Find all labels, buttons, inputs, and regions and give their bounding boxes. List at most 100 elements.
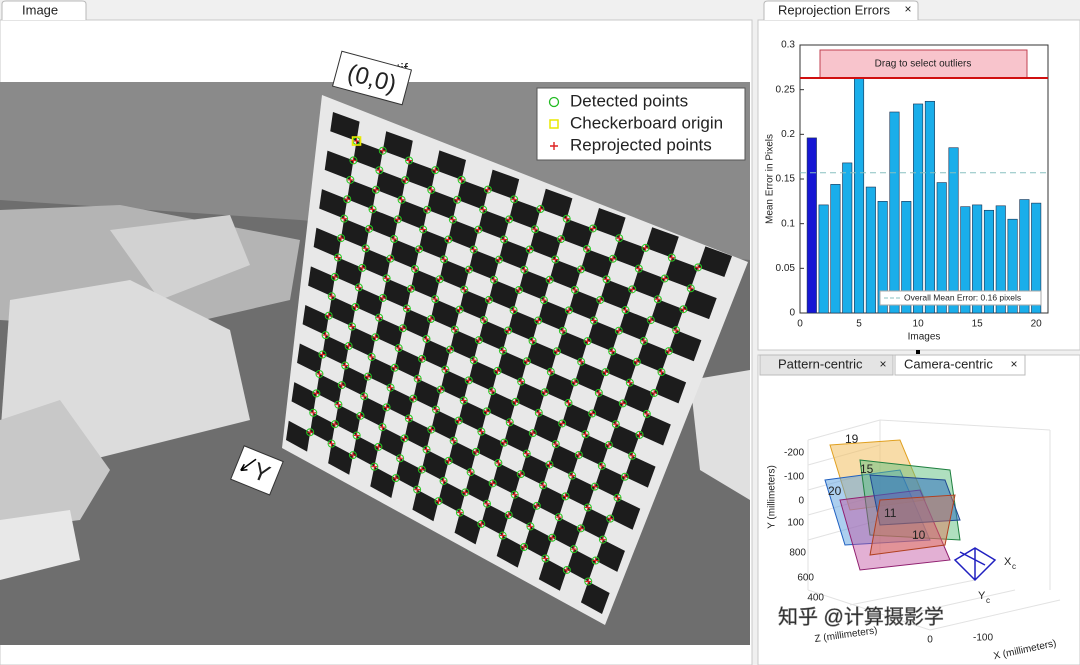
reprojected-point: [521, 266, 528, 273]
board-square: [540, 188, 573, 219]
detected-point: [531, 225, 540, 234]
detected-point: [602, 275, 611, 284]
detected-point: [554, 513, 563, 522]
splitter-handle[interactable]: [916, 350, 920, 354]
board-square: [515, 381, 545, 413]
board-square: [566, 549, 596, 582]
reprojected-point: [328, 293, 335, 300]
bar: [818, 204, 829, 314]
detected-point: [474, 336, 483, 345]
reprojected-point: [483, 408, 490, 415]
reprojected-point: [621, 473, 628, 480]
detected-point: [551, 255, 560, 264]
reprojected-point: [437, 386, 444, 393]
detected-point: [482, 499, 491, 508]
detected-point: [679, 305, 688, 314]
detected-point: [417, 465, 426, 474]
board-square: [421, 449, 449, 481]
tab-label: Camera-centric: [904, 356, 993, 371]
reprojected-point: [473, 448, 480, 455]
reprojected-point: [322, 332, 329, 339]
reprojected-point: [687, 285, 694, 292]
detected-point: [628, 285, 637, 294]
reprojected-point: [489, 480, 496, 487]
detected-point: [582, 244, 591, 253]
detected-point: [356, 411, 365, 420]
reprojected-point: [376, 167, 383, 174]
bar: [1031, 202, 1042, 314]
reprojected-point: [449, 216, 456, 223]
reprojected-point: [665, 348, 672, 355]
reprojected-point: [338, 382, 345, 389]
tab-close[interactable]: ×: [879, 357, 886, 371]
reprojected-point: [640, 337, 647, 344]
detected-point: [539, 481, 548, 490]
detected-point: [589, 316, 598, 325]
detected-point: [505, 418, 514, 427]
reprojected-point: [510, 307, 517, 314]
reprojected-point: [379, 147, 386, 154]
detected-point: [446, 345, 455, 354]
detected-point: [401, 176, 410, 185]
detected-point: [352, 431, 361, 440]
board-square: [650, 299, 684, 331]
legend-origin-icon: [549, 119, 559, 129]
detected-point: [375, 313, 384, 322]
reprojected-point: [569, 472, 576, 479]
board-square: [529, 229, 562, 260]
tab-label: Pattern-centric: [778, 356, 863, 371]
board-square: [402, 308, 431, 339]
board-square: [504, 422, 533, 454]
reprojected-point: [583, 245, 590, 252]
board-square: [580, 581, 610, 614]
image-tab[interactable]: [1, 0, 87, 20]
reprojected-point: [636, 431, 643, 438]
reprojected-point: [405, 415, 412, 422]
board-square: [556, 330, 588, 362]
detected-point: [489, 275, 498, 284]
detected-point: [598, 535, 607, 544]
detected-point: [534, 408, 543, 417]
detected-point: [330, 420, 339, 429]
reprojected-point: [494, 367, 501, 374]
detected-point: [365, 224, 374, 233]
reprojected-point: [338, 235, 345, 242]
board-square: [574, 361, 606, 393]
reprojected-point: [511, 491, 518, 498]
reprojected-point: [584, 338, 591, 345]
reprojected-point: [420, 226, 427, 233]
detected-point: [402, 304, 411, 313]
board-square: [595, 539, 625, 572]
detected-point: [558, 419, 567, 428]
y-tick-label: -100: [784, 472, 804, 483]
reprojected-point: [558, 236, 565, 243]
detected-point: [344, 342, 353, 351]
board-square: [330, 112, 360, 142]
board-square: [439, 259, 470, 290]
detected-point: [351, 302, 360, 311]
pattern-tab[interactable]: [759, 354, 894, 376]
detected-point: [459, 396, 468, 405]
reprojected-point: [590, 317, 597, 324]
plane-label: 11: [884, 506, 897, 520]
reprojected-point: [447, 346, 454, 353]
detected-point: [371, 333, 380, 342]
reprojected-point: [622, 307, 629, 314]
board-square: [636, 340, 669, 373]
detected-point: [435, 275, 444, 284]
camera-tab[interactable]: [894, 354, 1026, 376]
reprojected-point: [559, 420, 566, 427]
tab-close[interactable]: ×: [1010, 357, 1017, 371]
board-square: [448, 219, 479, 250]
reprojection-tab[interactable]: [763, 0, 919, 20]
reprojected-point: [484, 186, 491, 193]
detected-point: [672, 326, 681, 335]
detected-point: [436, 385, 445, 394]
reprojected-point: [512, 398, 519, 405]
detected-point: [327, 292, 336, 301]
reprojected-point: [495, 459, 502, 466]
tab-close[interactable]: ×: [904, 2, 911, 16]
reprojected-point: [445, 236, 452, 243]
reprojected-point: [654, 296, 661, 303]
detected-point: [378, 293, 387, 302]
